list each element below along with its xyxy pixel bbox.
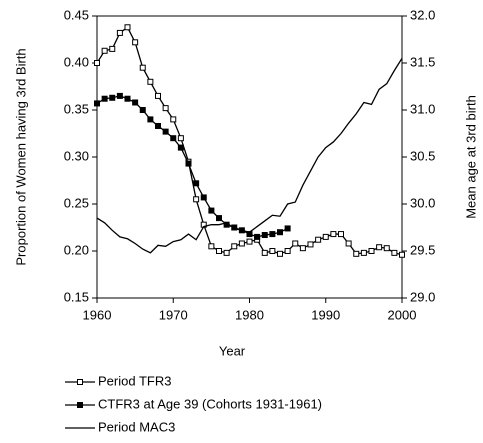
marker	[116, 29, 123, 36]
marker	[269, 231, 276, 238]
marker	[177, 135, 184, 142]
y-tick-label: 0.35	[64, 101, 89, 116]
marker	[185, 160, 192, 167]
y2-tick-label: 32.0	[410, 7, 435, 22]
marker	[238, 240, 245, 247]
y-axis-label: Proportion of Women having 3rd Birth	[13, 48, 28, 265]
marker	[292, 240, 299, 247]
marker	[223, 249, 230, 256]
marker	[208, 243, 215, 250]
y-tick-label: 0.30	[64, 148, 89, 163]
x-tick-label: 2000	[388, 307, 417, 322]
marker	[284, 248, 291, 254]
marker	[277, 229, 283, 236]
marker	[170, 135, 177, 142]
y2-tick-label: 30.0	[410, 195, 435, 210]
marker	[147, 78, 154, 85]
marker	[277, 250, 283, 257]
y-tick-label: 0.20	[64, 242, 89, 257]
marker	[101, 47, 108, 54]
marker	[94, 60, 100, 66]
marker	[376, 244, 383, 251]
marker	[269, 248, 276, 254]
marker	[139, 107, 146, 113]
marker	[391, 249, 398, 256]
legend-marker	[77, 402, 83, 408]
marker	[139, 64, 146, 71]
marker	[353, 250, 360, 257]
marker	[261, 232, 268, 239]
legend-marker	[77, 379, 83, 385]
legend-label: Period TFR3	[98, 373, 171, 388]
y-tick-label: 0.25	[64, 195, 89, 210]
marker	[132, 39, 139, 46]
marker	[216, 215, 222, 222]
marker	[109, 94, 116, 101]
marker	[116, 92, 123, 99]
marker	[383, 245, 390, 252]
marker	[155, 92, 161, 99]
marker	[200, 194, 207, 201]
y2-axis-label: Mean age at 3rd birth	[463, 95, 478, 219]
marker	[299, 245, 306, 252]
marker	[307, 241, 314, 248]
legend-label: CTFR3 at Age 39 (Cohorts 1931-1961)	[98, 396, 322, 411]
marker	[368, 248, 375, 254]
y-tick-label: 0.45	[64, 7, 89, 22]
y-tick-label: 0.40	[64, 54, 89, 69]
marker	[254, 233, 261, 240]
y2-tick-label: 30.5	[410, 148, 435, 163]
marker	[193, 180, 200, 187]
marker	[360, 249, 367, 256]
series-line	[96, 26, 403, 256]
y2-tick-label: 31.0	[410, 101, 435, 116]
marker	[94, 100, 100, 107]
marker	[155, 122, 161, 129]
marker	[330, 231, 337, 238]
y2-tick-label: 31.5	[410, 54, 435, 69]
x-tick-label: 1990	[311, 307, 340, 322]
marker	[132, 99, 139, 106]
y2-tick-label: 29.5	[410, 242, 435, 257]
marker	[399, 251, 405, 258]
marker	[147, 116, 154, 123]
marker	[193, 196, 200, 203]
marker	[216, 248, 222, 254]
marker	[322, 233, 329, 240]
x-tick-label: 1960	[83, 307, 112, 322]
marker	[177, 144, 184, 151]
marker	[170, 116, 177, 123]
marker	[315, 236, 322, 243]
series-line	[96, 57, 403, 254]
marker	[345, 240, 352, 247]
x-tick-label: 1980	[235, 307, 264, 322]
marker	[246, 238, 253, 245]
marker	[231, 224, 238, 231]
marker	[284, 225, 291, 232]
marker	[162, 105, 169, 112]
marker	[208, 207, 215, 214]
marker	[124, 24, 131, 31]
series-line	[96, 95, 288, 238]
x-axis-label: Year	[219, 343, 246, 358]
y-tick-label: 0.15	[64, 289, 89, 304]
y2-tick-label: 29.0	[410, 289, 435, 304]
marker	[162, 128, 169, 135]
legend-label: Period MAC3	[98, 419, 175, 434]
marker	[338, 231, 344, 238]
marker	[261, 249, 268, 256]
x-tick-label: 1970	[159, 307, 188, 322]
marker	[101, 95, 108, 102]
marker	[124, 95, 131, 102]
marker	[231, 243, 238, 250]
marker	[109, 45, 116, 52]
